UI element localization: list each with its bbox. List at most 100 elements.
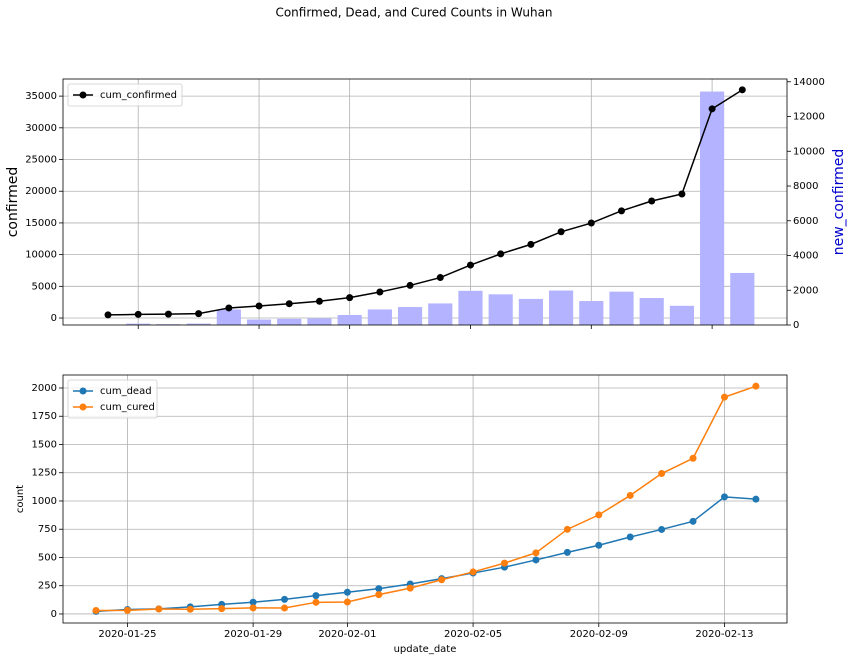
- y2-tick-label: 2000: [793, 285, 818, 296]
- bar: [609, 291, 634, 325]
- marker: [595, 511, 603, 519]
- y-tick-label: 15000: [25, 218, 57, 229]
- plot-frame: [62, 374, 788, 624]
- marker: [436, 274, 444, 282]
- marker: [689, 454, 697, 462]
- bar: [397, 307, 423, 325]
- marker: [315, 297, 323, 305]
- bar: [730, 272, 755, 325]
- marker: [343, 588, 351, 596]
- marker: [134, 310, 142, 318]
- marker: [164, 310, 172, 318]
- figure-title: Confirmed, Dead, and Cured Counts in Wuh…: [275, 6, 552, 20]
- bar: [428, 303, 453, 325]
- y-tick-label: 750: [38, 524, 57, 535]
- bar: [549, 290, 574, 325]
- y-tick-label: 30000: [25, 123, 57, 134]
- x-tick-label: 2020-02-01: [318, 629, 376, 640]
- legend-frame: [67, 379, 158, 419]
- legend-label: cum_cured: [100, 402, 155, 413]
- marker: [285, 300, 293, 308]
- marker: [708, 105, 716, 113]
- marker: [155, 605, 163, 613]
- bar: [337, 314, 362, 325]
- y-tick-label: 1000: [32, 496, 57, 507]
- y-tick-label: 1250: [32, 468, 57, 479]
- marker: [658, 470, 666, 478]
- y-tick-label: 250: [38, 581, 57, 592]
- marker: [406, 584, 414, 592]
- line: [95, 385, 757, 612]
- bar: [579, 301, 604, 325]
- y-tick-label: 20000: [25, 186, 57, 197]
- marker: [752, 382, 760, 390]
- marker: [720, 493, 728, 501]
- marker: [532, 556, 540, 564]
- y-tick-label: 35000: [25, 91, 57, 102]
- marker: [346, 294, 354, 302]
- y-tick-label: 2000: [32, 383, 57, 394]
- marker: [375, 591, 383, 599]
- legend: cum_confirmed: [67, 83, 183, 107]
- plot-frame: [62, 78, 788, 326]
- line: [95, 496, 756, 613]
- marker: [312, 592, 320, 600]
- marker: [738, 86, 746, 94]
- marker: [532, 549, 540, 557]
- y-tick-label: 10000: [25, 250, 57, 261]
- marker: [658, 525, 666, 533]
- y-tick-label: 0: [51, 609, 57, 620]
- y-tick-label: 25000: [25, 155, 57, 166]
- bar: [246, 319, 272, 325]
- bar: [458, 290, 483, 325]
- marker: [249, 604, 257, 612]
- bar: [307, 318, 332, 325]
- line: [108, 89, 743, 316]
- marker: [123, 606, 131, 614]
- bar: [518, 298, 543, 325]
- marker: [281, 595, 289, 603]
- x-tick-label: 2020-01-25: [98, 629, 156, 640]
- marker: [618, 207, 626, 215]
- bar: [700, 91, 725, 325]
- y-tick-label: 0: [51, 313, 57, 324]
- x-tick-label: 2020-02-09: [570, 629, 628, 640]
- marker: [376, 288, 384, 296]
- marker: [678, 190, 686, 198]
- marker: [626, 491, 634, 499]
- bar: [639, 298, 664, 325]
- y2-tick-label: 12000: [793, 112, 825, 123]
- bar: [488, 294, 513, 325]
- marker: [752, 495, 760, 503]
- legend-marker: [79, 403, 87, 411]
- marker: [648, 197, 656, 205]
- marker: [249, 598, 257, 606]
- marker: [438, 576, 446, 584]
- legend-frame: [67, 83, 183, 107]
- bar: [186, 323, 211, 325]
- marker: [312, 598, 320, 606]
- marker: [527, 240, 535, 248]
- marker: [225, 304, 233, 312]
- y-tick-label: 1750: [32, 411, 57, 422]
- y-tick-label: 1500: [32, 439, 57, 450]
- y-axis-label: confirmed: [5, 167, 21, 238]
- marker: [563, 548, 571, 556]
- bar: [277, 318, 302, 325]
- legend: cum_dead cum_cured: [67, 379, 158, 419]
- subplot: 0 5000 10000 15000 20000 25000 30000 35000 0 2000…: [5, 77, 847, 331]
- subplot: 2020-01-25 2020-01-29 2020-02-01 2020-02-05…: [15, 374, 788, 655]
- marker: [563, 525, 571, 533]
- x-tick-label: 2020-02-13: [695, 629, 753, 640]
- marker: [587, 219, 595, 227]
- marker: [92, 606, 100, 614]
- x-tick-label: 2020-01-29: [224, 629, 282, 640]
- marker: [469, 568, 477, 576]
- marker: [557, 228, 565, 236]
- y2-tick-label: 0: [793, 320, 799, 331]
- marker: [595, 541, 603, 549]
- legend-label: cum_dead: [100, 386, 152, 397]
- y2-axis-label: new_confirmed: [831, 149, 847, 256]
